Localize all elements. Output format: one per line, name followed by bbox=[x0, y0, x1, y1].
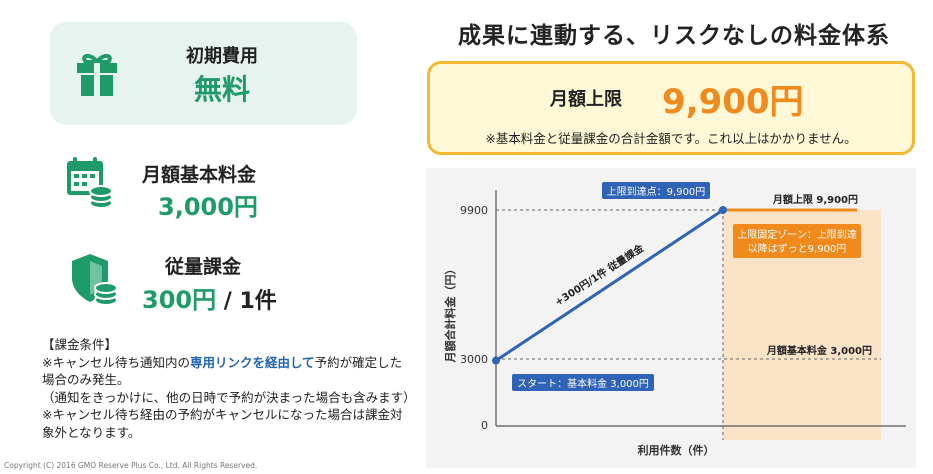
x-axis-label: 利用件数（件） bbox=[638, 443, 715, 457]
conditions-line-2: （通知をきっかけに、他の日時で予約が決まった場合も含みます） bbox=[42, 389, 416, 405]
monthly-cap-label: 月額上限 bbox=[550, 89, 622, 110]
monthly-cap-value: 9,900円 bbox=[662, 82, 804, 122]
headline: 成果に連動する、リスクなしの料金体系 bbox=[458, 23, 890, 49]
zone-label-1: 上限固定ゾーン：上限到達 bbox=[737, 228, 857, 241]
copyright: Copyright (C) 2016 GMO Reserve Plus Co.,… bbox=[4, 461, 258, 470]
series-line-slope bbox=[495, 208, 724, 362]
slope-label: +300円/1件 従量課金 bbox=[552, 241, 647, 309]
usage-fee-value: 300円 / 1件 bbox=[142, 280, 277, 315]
start-point bbox=[492, 356, 500, 365]
base-line-label: 月額基本料金 3,000円 bbox=[766, 344, 872, 357]
pricing-chart: 9900 3000 0 月額合計料金（円） 利用件数（件） 上限到達点：9,90… bbox=[443, 182, 906, 457]
conditions-line-1-pre: ※キャンセル待ち通知内の bbox=[42, 354, 190, 370]
shield-coins-icon bbox=[68, 252, 120, 308]
usage-fee-label: 従量課金 bbox=[165, 256, 242, 278]
conditions-highlight: 専用リンクを経由して bbox=[189, 354, 315, 370]
cap-point bbox=[719, 206, 727, 214]
y-tick-9900: 9900 bbox=[460, 204, 488, 217]
billing-conditions: 【課金条件】 ※キャンセル待ち通知内の専用リンクを経由して予約が確定した場合のみ… bbox=[42, 336, 416, 441]
monthly-fee-label: 月額基本料金 bbox=[142, 164, 257, 186]
start-label-bg bbox=[512, 374, 654, 391]
usage-fee-unit: / 1件 bbox=[216, 289, 277, 314]
cap-line-label: 月額上限 9,900円 bbox=[772, 193, 858, 206]
y-tick-0: 0 bbox=[481, 419, 488, 432]
monthly-cap-box: 月額上限 9,900円 ※基本料金と従量課金の合計金額です。これ以上はかかりませ… bbox=[427, 61, 915, 155]
conditions-title: 【課金条件】 bbox=[42, 337, 118, 352]
reach-label-bg bbox=[602, 182, 710, 199]
initial-cost-value: 無料 bbox=[193, 73, 250, 106]
initial-cost-label: 初期費用 bbox=[186, 46, 258, 67]
pricing-chart-panel: 9900 3000 0 月額合計料金（円） 利用件数（件） 上限到達点：9,90… bbox=[426, 168, 916, 468]
y-axis-label: 月額合計料金（円） bbox=[443, 264, 457, 364]
conditions-line-1-post: 予約が確定した場合のみ発生。 bbox=[42, 354, 403, 388]
reach-label: 上限到達点：9,900円 bbox=[607, 186, 706, 198]
conditions-line-3: ※キャンセル待ち経由の予約がキャンセルになった場合は課金対象外となります。 bbox=[42, 407, 403, 440]
y-tick-3000: 3000 bbox=[460, 353, 488, 366]
zone-label-2: 以降はずっと9,900円 bbox=[748, 242, 847, 255]
calendar-coins-icon bbox=[63, 155, 115, 211]
gift-icon bbox=[72, 48, 122, 98]
monthly-fee-value: 3,000円 bbox=[158, 193, 258, 221]
start-label: スタート：基本料金 3,000円 bbox=[517, 377, 649, 390]
monthly-cap-note: ※基本料金と従量課金の合計金額です。これ以上はかかりません。 bbox=[485, 131, 857, 146]
initial-cost-card: 初期費用 無料 bbox=[50, 22, 357, 125]
conditions-line-1: ※キャンセル待ち通知内の専用リンクを経由して予約が確定した場合のみ発生。 bbox=[42, 354, 412, 389]
usage-fee-amount: 300円 bbox=[142, 286, 217, 314]
zone-label-bg bbox=[733, 224, 861, 258]
